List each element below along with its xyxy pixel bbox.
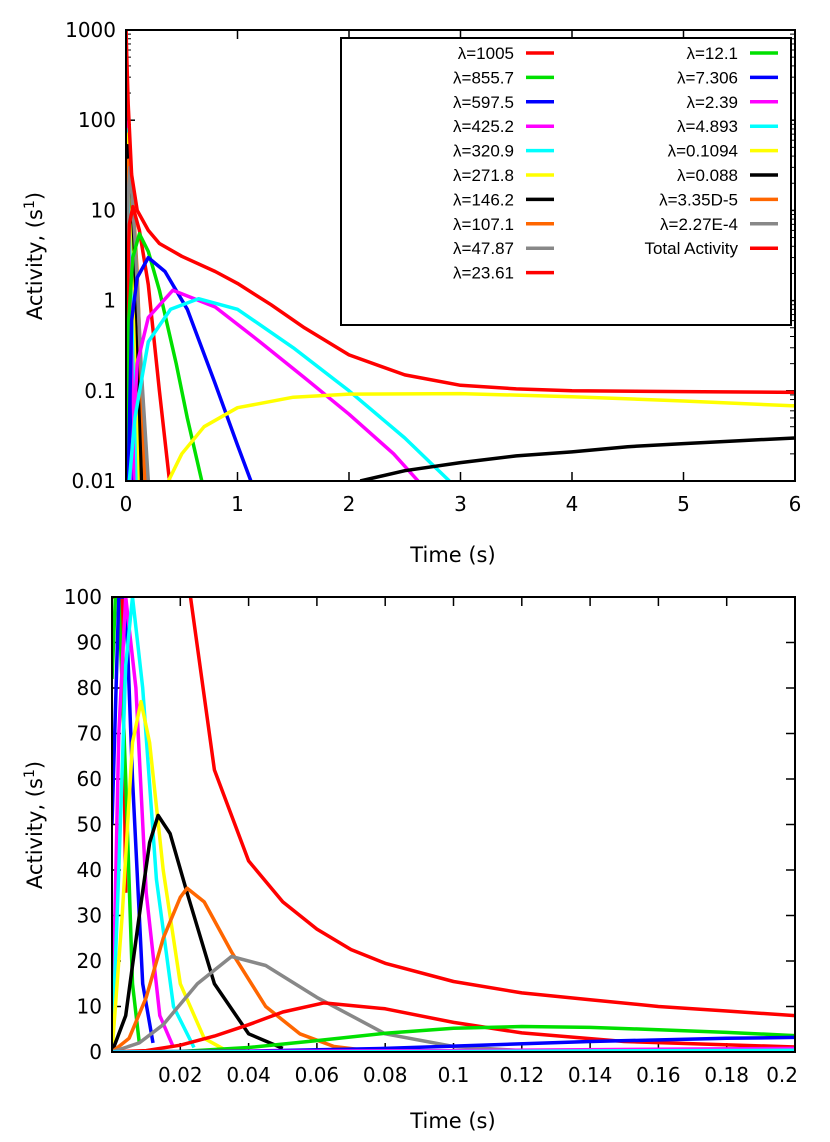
y-tick-label: 20	[77, 949, 102, 973]
legend-box	[340, 37, 792, 326]
series-line	[126, 204, 172, 481]
x-tick-label: 0.1	[438, 1063, 470, 1087]
series-line	[112, 597, 196, 1052]
series-line	[166, 391, 795, 481]
x-tick-label: 0.04	[226, 1063, 271, 1087]
y-tick-label: 40	[77, 858, 102, 882]
legend-label: λ=271.8	[453, 166, 514, 185]
top-log-chart: 0.01 0.1 1 10 100 1000 0 1 2 3 4 5 6 Time (s) Activ…	[22, 18, 801, 567]
series-line	[126, 232, 204, 481]
y-tick-label: 60	[77, 767, 102, 791]
legend-label: λ=855.7	[453, 68, 514, 87]
y-tick-label: 1	[103, 289, 116, 313]
series-line	[112, 886, 369, 1052]
x-tick-label: 0.14	[568, 1063, 613, 1087]
series-line	[126, 30, 795, 395]
series-line	[112, 813, 284, 1052]
series-line	[126, 255, 253, 481]
series-line	[359, 436, 795, 481]
x-tick-label: 2	[343, 492, 356, 516]
y-tick-label: 70	[77, 722, 102, 746]
legend: λ=1005 λ=855.7 λ=597.5 λ=425.2 λ=320.9 λ=271.…	[453, 44, 778, 283]
bottom-x-tick-labels: 0.02 0.04 0.06 0.08 0.1 0.12 0.14 0.16 0.18 0.2	[158, 1063, 798, 1087]
x-tick-label: 4	[566, 492, 579, 516]
x-tick-label: 0.2	[766, 1063, 798, 1087]
legend-label: λ=1005	[458, 44, 514, 63]
y-tick-label: 0.1	[84, 379, 116, 403]
x-tick-label: 6	[789, 492, 802, 516]
x-tick-label: 5	[677, 492, 690, 516]
x-tick-label: 0.12	[500, 1063, 545, 1087]
y-tick-label: 0	[89, 1040, 102, 1064]
y-tick-label: 90	[77, 631, 102, 655]
series-line	[112, 954, 522, 1052]
legend-label: λ=2.27E-4	[660, 215, 738, 234]
x-tick-label: 0.02	[158, 1063, 203, 1087]
legend-label: λ=23.61	[453, 264, 514, 283]
x-tick-label: 1	[231, 492, 244, 516]
bottom-series-group	[112, 597, 795, 1052]
legend-label: λ=7.306	[677, 68, 738, 87]
series-line	[112, 699, 226, 1052]
legend-label: Total Activity	[644, 239, 738, 258]
legend-label: λ=597.5	[453, 93, 514, 112]
x-tick-label: 0	[120, 492, 133, 516]
bottom-y-tick-labels: 0 10 20 30 40 50 60 70 80 90 100	[64, 585, 102, 1064]
top-plot-frame	[125, 29, 796, 482]
y-tick-label: 100	[78, 108, 116, 132]
series-line	[127, 296, 451, 481]
bottom-plot-frame	[111, 596, 796, 1053]
series-line	[112, 597, 155, 1044]
series-line	[128, 288, 420, 481]
y-tick-label: 0.01	[71, 469, 116, 493]
legend-label: λ=320.9	[453, 142, 514, 161]
y-tick-label: 100	[64, 585, 102, 609]
top-x-tick-labels: 0 1 2 3 4 5 6	[120, 492, 802, 516]
top-y-tick-labels: 0.01 0.1 1 10 100 1000	[65, 18, 116, 493]
legend-label: λ=0.1094	[668, 142, 738, 161]
y-tick-label: 10	[77, 995, 102, 1019]
legend-label: λ=425.2	[453, 117, 514, 136]
y-tick-label: 1000	[65, 18, 116, 42]
series-line	[112, 597, 176, 1052]
y-tick-label: 30	[77, 904, 102, 928]
legend-label: λ=4.893	[677, 117, 738, 136]
top-x-axis-label: Time (s)	[409, 543, 495, 567]
legend-label: λ=3.35D-5	[659, 190, 738, 209]
legend-label: λ=0.088	[677, 166, 738, 185]
legend-label: λ=146.2	[453, 190, 514, 209]
x-tick-label: 0.08	[363, 1063, 408, 1087]
y-tick-label: 50	[77, 813, 102, 837]
series-line	[112, 1001, 795, 1052]
x-tick-label: 3	[454, 492, 467, 516]
series-line	[188, 597, 795, 1018]
bottom-x-axis-label: Time (s)	[409, 1109, 495, 1133]
legend-label: λ=107.1	[453, 215, 514, 234]
top-y-axis-label: Activity, (s1)	[22, 192, 47, 320]
y-tick-label: 10	[91, 198, 116, 222]
x-tick-label: 0.18	[704, 1063, 749, 1087]
series-line	[112, 1024, 795, 1052]
x-tick-label: 0.06	[295, 1063, 340, 1087]
x-tick-label: 0.16	[636, 1063, 681, 1087]
legend-label: λ=47.87	[453, 239, 514, 258]
bottom-y-axis-label: Activity, (s1)	[22, 761, 47, 889]
legend-label: λ=12.1	[686, 44, 738, 63]
y-tick-label: 80	[77, 676, 102, 700]
legend-label: λ=2.39	[686, 93, 738, 112]
